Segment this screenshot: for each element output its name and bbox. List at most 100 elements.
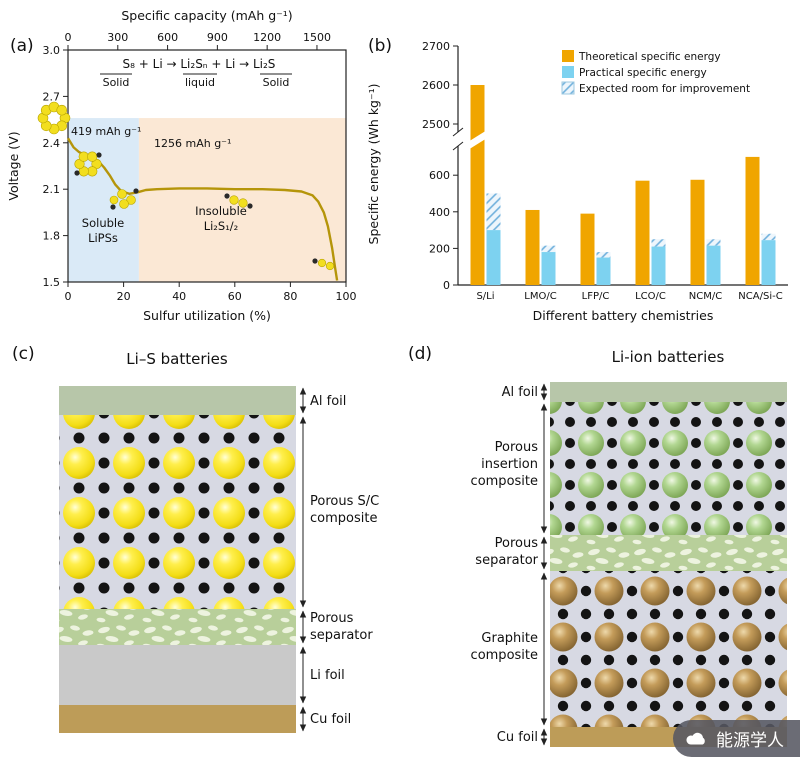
c-title: Li–S batteries [126, 350, 228, 368]
bar-practical-LFP/C [596, 257, 611, 285]
bar-theoretical-LMO/C [525, 209, 540, 285]
separator-layer [59, 609, 296, 645]
bar-improvement-S/Li [486, 193, 501, 231]
li-foil-layer [59, 645, 296, 705]
voltage-vs-utilization-chart: 0 300 600 900 1200 1500 0 20 40 60 80 100 3.0 2.7 2.4 2… [6, 8, 357, 323]
cu-foil-layer [59, 705, 296, 733]
b-x-axis-title: Different battery chemistries [533, 308, 714, 323]
bar-theoretical-S/Li [470, 85, 485, 285]
svg-text:Soluble: Soluble [82, 216, 124, 230]
panel-c: Li–S batteries Al foil Porous S/C compos… [4, 338, 402, 775]
sc-composite-layer [59, 415, 296, 609]
state-solid-2: Solid [263, 76, 290, 89]
a-top-axis-title: Specific capacity (mAh g⁻¹) [121, 8, 292, 23]
label-ins-3: composite [471, 474, 538, 489]
svg-text:2.4: 2.4 [43, 137, 61, 150]
svg-text:600: 600 [157, 31, 178, 44]
bar-improvement-LFP/C [596, 252, 611, 258]
panel-a-label: (a) [10, 36, 34, 56]
li-s-battery-schematic: Li–S batteries Al foil Porous S/C compos… [59, 350, 379, 733]
svg-text:20: 20 [117, 290, 131, 303]
specific-energy-bar-chart: 0 200 400 600 2500 2600 2700 S/Li LMO/C LFP/C LCO/… [366, 40, 788, 323]
d-title: Li-ion batteries [612, 348, 725, 366]
svg-text:2600: 2600 [422, 79, 450, 92]
label-cu-foil: Cu foil [497, 730, 538, 745]
category-label-S/Li: S/Li [476, 291, 494, 302]
svg-text:80: 80 [283, 290, 297, 303]
a-capacity-419: 419 mAh g⁻¹ [71, 125, 141, 138]
sulfur-molecule-illustrations [37, 101, 335, 271]
al-foil-layer [59, 386, 296, 415]
svg-text:600: 600 [429, 169, 450, 182]
svg-text:1200: 1200 [253, 31, 281, 44]
bar-practical-NCM/C [706, 245, 721, 285]
bar-theoretical-LFP/C [580, 213, 595, 285]
panel-a-plot: 0 300 600 900 1200 1500 0 20 40 60 80 100 3.0 2.7 2.4 2… [37, 31, 357, 303]
svg-text:2700: 2700 [422, 40, 450, 53]
label-al-foil: Al foil [502, 385, 538, 400]
watermark-text: 能源学人 [716, 731, 784, 751]
label-sep-1: Porous [495, 536, 539, 551]
watermark: 能源学人 [673, 720, 800, 757]
li-ion-battery-schematic: Li-ion batteries Al foil Porous insertio… [471, 348, 787, 747]
svg-text:LiPSs: LiPSs [88, 231, 118, 245]
svg-text:40: 40 [172, 290, 186, 303]
svg-text:1.5: 1.5 [43, 276, 61, 289]
bar-practical-S/Li [486, 230, 501, 285]
cloud-icon [686, 732, 705, 745]
svg-text:3.0: 3.0 [43, 44, 61, 57]
svg-text:1500: 1500 [303, 31, 331, 44]
svg-text:900: 900 [207, 31, 228, 44]
svg-text:300: 300 [107, 31, 128, 44]
bar-practical-LCO/C [651, 246, 666, 285]
bar-theoretical-NCA/Si-C [745, 156, 760, 285]
label-al-foil: Al foil [310, 394, 346, 409]
panel-d: Li-ion batteries Al foil Porous insertio… [402, 338, 798, 775]
label-sep-2: separator [310, 628, 373, 643]
svg-text:60: 60 [228, 290, 242, 303]
label-sc-1: Porous S/C [310, 494, 379, 509]
label-sep-2: separator [475, 553, 538, 568]
legend-swatch-improvement [561, 81, 575, 95]
bar-practical-LMO/C [541, 252, 556, 285]
panel-d-label: (d) [408, 344, 433, 364]
label-ins-1: Porous [495, 440, 539, 455]
category-label-LMO/C: LMO/C [524, 291, 556, 302]
d-layer-labels: Al foil Porous insertion composite Porou… [471, 385, 539, 745]
legend-label-theoretical: Theoretical specific energy [578, 51, 721, 63]
a-capacity-1256: 1256 mAh g⁻¹ [154, 137, 231, 150]
bar-improvement-NCA/Si-C [761, 233, 776, 241]
panel-a: 0 300 600 900 1200 1500 0 20 40 60 80 100 3.0 2.7 2.4 2… [4, 4, 360, 338]
svg-text:Insoluble: Insoluble [195, 204, 247, 218]
bar-practical-NCA/Si-C [761, 240, 776, 285]
al-foil-layer [550, 382, 787, 402]
category-label-NCM/C: NCM/C [689, 291, 722, 302]
legend-label-improvement: Expected room for improvement [579, 83, 750, 95]
graphite-composite-layer [550, 571, 787, 727]
svg-text:Li₂S₁/₂: Li₂S₁/₂ [204, 219, 239, 233]
state-liquid: liquid [185, 76, 215, 89]
label-gr-1: Graphite [481, 631, 538, 646]
state-solid-1: Solid [103, 76, 130, 89]
separator-layer [550, 535, 787, 571]
svg-text:100: 100 [336, 290, 357, 303]
svg-text:200: 200 [429, 242, 450, 255]
bar-improvement-LMO/C [541, 245, 556, 253]
panel-b-plot: 0 200 400 600 2500 2600 2700 S/Li LMO/C LFP/C LCO/… [422, 40, 788, 302]
label-ins-2: insertion [481, 457, 538, 472]
label-gr-2: composite [471, 648, 538, 663]
insertion-composite-layer [550, 402, 787, 535]
label-sep-1: Porous [310, 611, 354, 626]
category-label-LFP/C: LFP/C [582, 291, 610, 302]
panel-b: 0 200 400 600 2500 2600 2700 S/Li LMO/C LFP/C LCO/… [362, 4, 796, 338]
legend-swatch-practical [562, 66, 574, 78]
svg-text:0: 0 [443, 279, 450, 292]
legend-label-practical: Practical specific energy [579, 67, 707, 79]
b-y-axis-title: Specific energy (Wh kg⁻¹) [366, 84, 381, 245]
a-region-label-insoluble: Insoluble Li₂S₁/₂ [195, 204, 247, 233]
category-label-NCA/Si-C: NCA/Si-C [738, 291, 782, 302]
panel-c-label: (c) [12, 344, 35, 364]
label-cu-foil: Cu foil [310, 712, 351, 727]
panel-b-label: (b) [368, 36, 393, 56]
svg-text:2.1: 2.1 [43, 183, 61, 196]
